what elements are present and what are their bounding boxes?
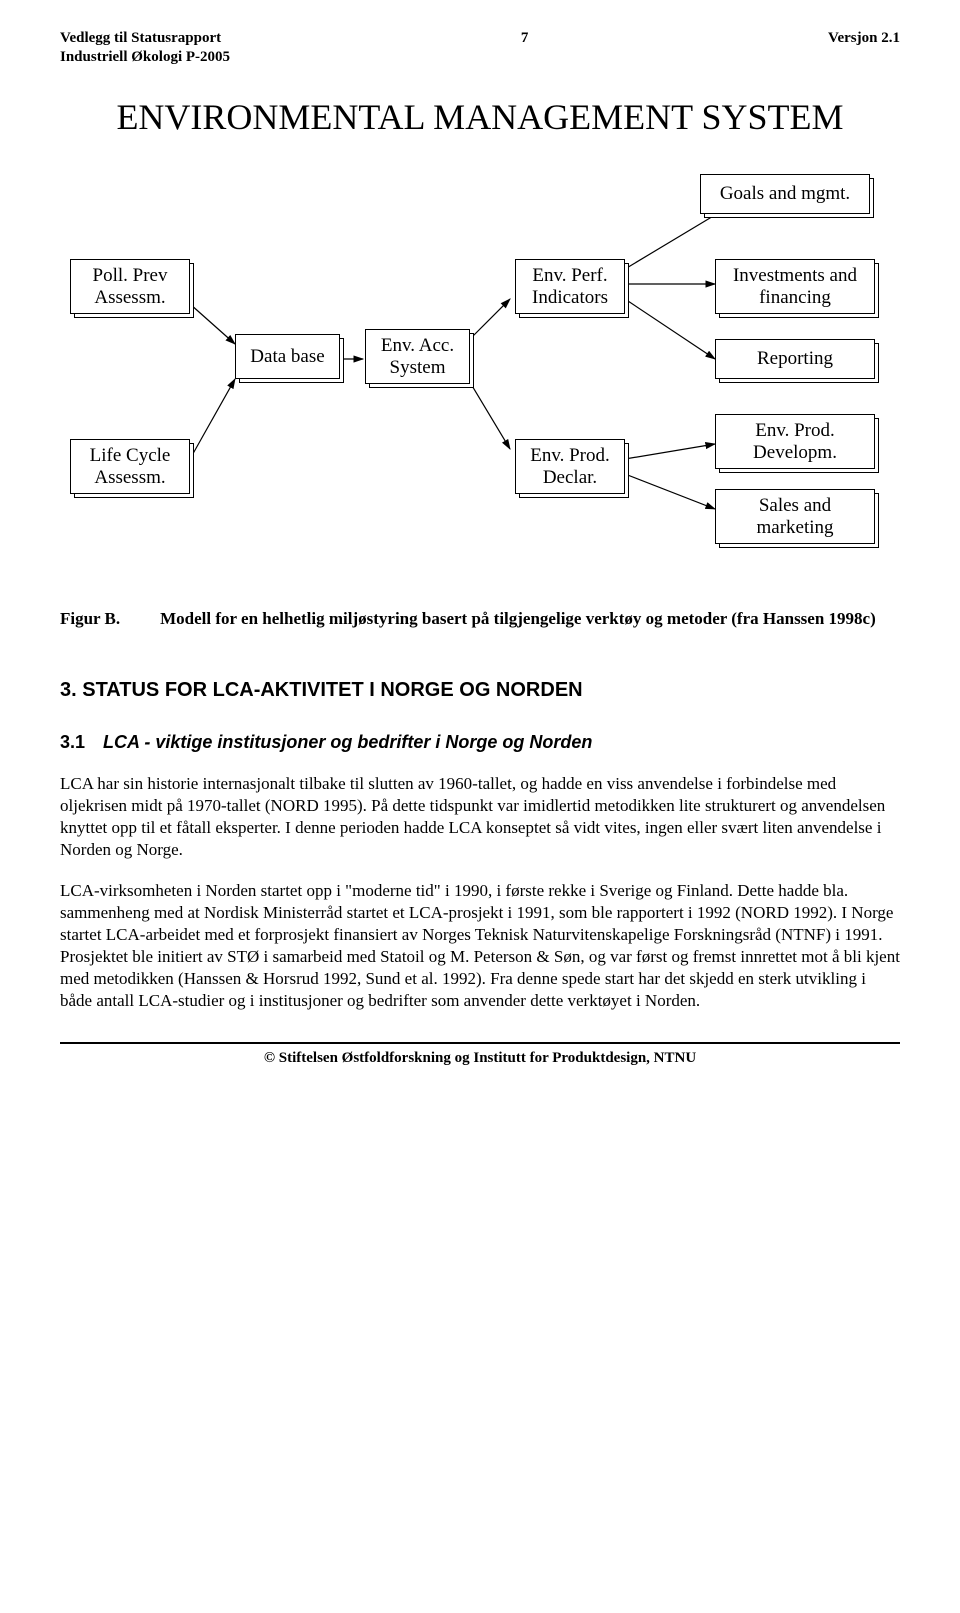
box-developm: Env. Prod. Developm. [715, 414, 875, 469]
paragraph-2: LCA-virksomheten i Norden startet opp i … [60, 880, 900, 1013]
main-title: ENVIRONMENTAL MANAGEMENT SYSTEM [60, 96, 900, 139]
footer-text: © Stiftelsen Østfoldforskning og Institu… [60, 1050, 900, 1067]
header-left-line2: Industriell Økologi P-2005 [60, 49, 900, 66]
box-sales: Sales and marketing [715, 489, 875, 544]
box-declar: Env. Prod. Declar. [515, 439, 625, 494]
paragraph-1: LCA har sin historie internasjonalt tilb… [60, 773, 900, 861]
ems-diagram: Goals and mgmt. Poll. Prev Assessm. Data… [60, 169, 900, 579]
header-right: Versjon 2.1 [828, 30, 900, 47]
box-acc-system: Env. Acc. System [365, 329, 470, 384]
page-header: Vedlegg til Statusrapport 7 Versjon 2.1 [60, 30, 900, 47]
header-left: Vedlegg til Statusrapport [60, 30, 221, 47]
figure-label: Figur B. [60, 609, 120, 629]
subsection-num: 3.1 [60, 732, 85, 752]
section-heading: 3. STATUS FOR LCA-AKTIVITET I NORGE OG N… [60, 679, 900, 702]
footer-divider [60, 1042, 900, 1044]
subsection-heading: 3.1 LCA - viktige institusjoner og bedrif… [60, 732, 900, 753]
header-center: 7 [521, 30, 529, 47]
subsection-text: LCA - viktige institusjoner og bedrifter… [103, 732, 592, 752]
box-perf-indicators: Env. Perf. Indicators [515, 259, 625, 314]
box-goals: Goals and mgmt. [700, 174, 870, 214]
box-investments: Investments and financing [715, 259, 875, 314]
figure-text: Modell for en helhetlig miljøstyring bas… [160, 609, 900, 629]
box-database: Data base [235, 334, 340, 379]
figure-caption: Figur B. Modell for en helhetlig miljøst… [60, 609, 900, 629]
box-poll-prev: Poll. Prev Assessm. [70, 259, 190, 314]
box-reporting: Reporting [715, 339, 875, 379]
box-life-cycle: Life Cycle Assessm. [70, 439, 190, 494]
